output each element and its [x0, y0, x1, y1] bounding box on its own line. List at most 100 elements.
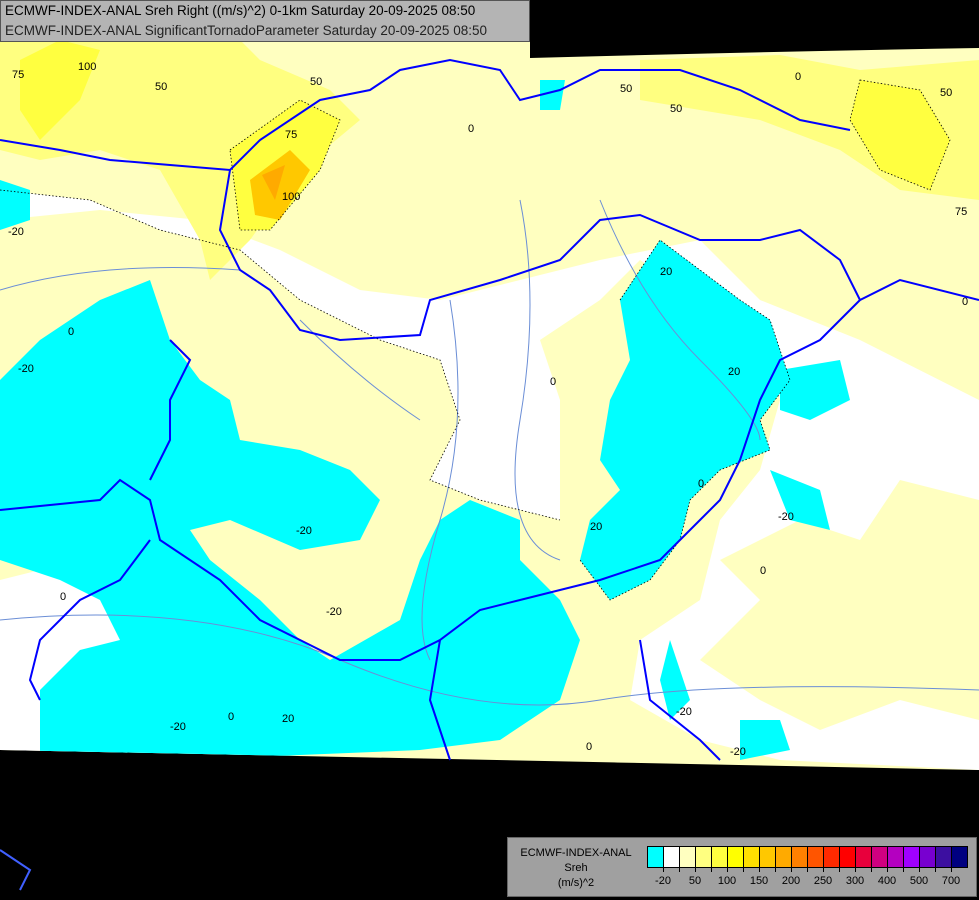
legend-tick	[855, 868, 856, 872]
contour-label: 50	[670, 103, 682, 115]
legend-swatch	[856, 847, 872, 867]
contour-label: 0	[962, 296, 968, 308]
contour-label: 0	[795, 71, 801, 83]
legend-swatch	[744, 847, 760, 867]
legend-tick	[871, 868, 872, 872]
title-line-1: ECMWF-INDEX-ANAL Sreh Right ((m/s)^2) 0-…	[5, 3, 476, 18]
legend-tick	[695, 868, 696, 872]
contour-label: 20	[728, 366, 740, 378]
legend-tick	[807, 868, 808, 872]
legend-tick	[839, 868, 840, 872]
legend-swatches	[647, 846, 968, 868]
title-line-2: ECMWF-INDEX-ANAL SignificantTornadoParam…	[5, 23, 487, 38]
country-borders	[0, 58, 979, 891]
field-peak	[250, 150, 310, 220]
legend-label: 300	[845, 875, 865, 887]
legend-tick	[791, 868, 792, 872]
contour-label: -20	[326, 606, 342, 618]
legend-model: ECMWF-INDEX-ANAL	[520, 847, 632, 859]
legend-swatch	[776, 847, 792, 867]
contour-label: -20	[18, 363, 34, 375]
legend-variable: Sreh	[564, 862, 588, 874]
legend-swatch	[760, 847, 776, 867]
map-title: ECMWF-INDEX-ANAL Sreh Right ((m/s)^2) 0-…	[0, 0, 530, 42]
legend-swatch	[728, 847, 744, 867]
legend-swatch	[952, 847, 967, 867]
legend-tick	[775, 868, 776, 872]
contour-label: -20	[676, 706, 692, 718]
field-peak	[262, 165, 285, 200]
legend-tick	[903, 868, 904, 872]
legend-swatch	[648, 847, 664, 867]
contour-label: 20	[282, 713, 294, 725]
legend-swatch	[936, 847, 952, 867]
legend-swatch	[888, 847, 904, 867]
contour-labels: 75 100 50 50 0 75 100 -20 0 -20 0 20 20 …	[8, 61, 968, 758]
legend-label: 500	[909, 875, 929, 887]
legend-swatch	[712, 847, 728, 867]
legend-tick	[743, 868, 744, 872]
legend-label: 250	[813, 875, 833, 887]
legend-label: 400	[877, 875, 897, 887]
legend-swatch	[664, 847, 680, 867]
legend-tick	[823, 868, 824, 872]
field-negative	[0, 280, 580, 760]
legend-swatch	[920, 847, 936, 867]
legend-swatch	[792, 847, 808, 867]
contour-label: 0	[586, 741, 592, 753]
legend-label: 200	[781, 875, 801, 887]
contour-label: 0	[550, 376, 556, 388]
legend-label: -20	[655, 875, 671, 887]
legend-label: 50	[688, 875, 702, 887]
contour-label: 50	[155, 81, 167, 93]
contour-label: 75	[285, 129, 297, 141]
contour-label: 20	[590, 521, 602, 533]
legend-tick	[663, 868, 664, 872]
contour-label: 75	[12, 69, 24, 81]
contour-label: 100	[282, 191, 300, 203]
legend-tick	[887, 868, 888, 872]
contour-label: 0	[468, 123, 474, 135]
legend-unit: (m/s)^2	[557, 877, 595, 889]
legend-tick	[951, 868, 952, 872]
color-legend: ECMWF-INDEX-ANAL Sreh (m/s)^2 -20 50 100 15…	[507, 837, 977, 897]
legend-swatch	[840, 847, 856, 867]
legend-swatch	[872, 847, 888, 867]
contour-label: 0	[60, 591, 66, 603]
legend-label: 150	[749, 875, 769, 887]
legend-label: 700	[941, 875, 961, 887]
contour-label: 100	[78, 61, 96, 73]
legend-caption: ECMWF-INDEX-ANAL Sreh (m/s)^2	[510, 846, 642, 891]
contour-label: -20	[296, 525, 312, 537]
legend-tick	[919, 868, 920, 872]
legend-swatch	[680, 847, 696, 867]
contour-label: 75	[955, 206, 967, 218]
rivers	[0, 199, 979, 706]
contour-label: 0	[760, 565, 766, 577]
contour-label: 50	[940, 87, 952, 99]
contour-label: 0	[698, 478, 704, 490]
field-neutral	[0, 190, 979, 770]
contour-label: 0	[228, 711, 234, 723]
contour-label: -20	[170, 721, 186, 733]
legend-tick	[935, 868, 936, 872]
legend-swatch	[808, 847, 824, 867]
legend-ticks: -20 50 100 150 200 250 300 400 500 700	[647, 868, 967, 896]
contour-label: 0	[68, 326, 74, 338]
legend-label: 100	[717, 875, 737, 887]
legend-swatch	[824, 847, 840, 867]
legend-tick	[727, 868, 728, 872]
contours	[0, 79, 951, 601]
legend-tick	[711, 868, 712, 872]
legend-swatch	[904, 847, 920, 867]
contour-label: -20	[8, 226, 24, 238]
contour-label: 20	[660, 266, 672, 278]
legend-swatch	[696, 847, 712, 867]
field-negative	[580, 240, 790, 600]
contour-label: 50	[310, 76, 322, 88]
legend-tick	[679, 868, 680, 872]
contour-label: 50	[620, 83, 632, 95]
contour-label: -20	[778, 511, 794, 523]
